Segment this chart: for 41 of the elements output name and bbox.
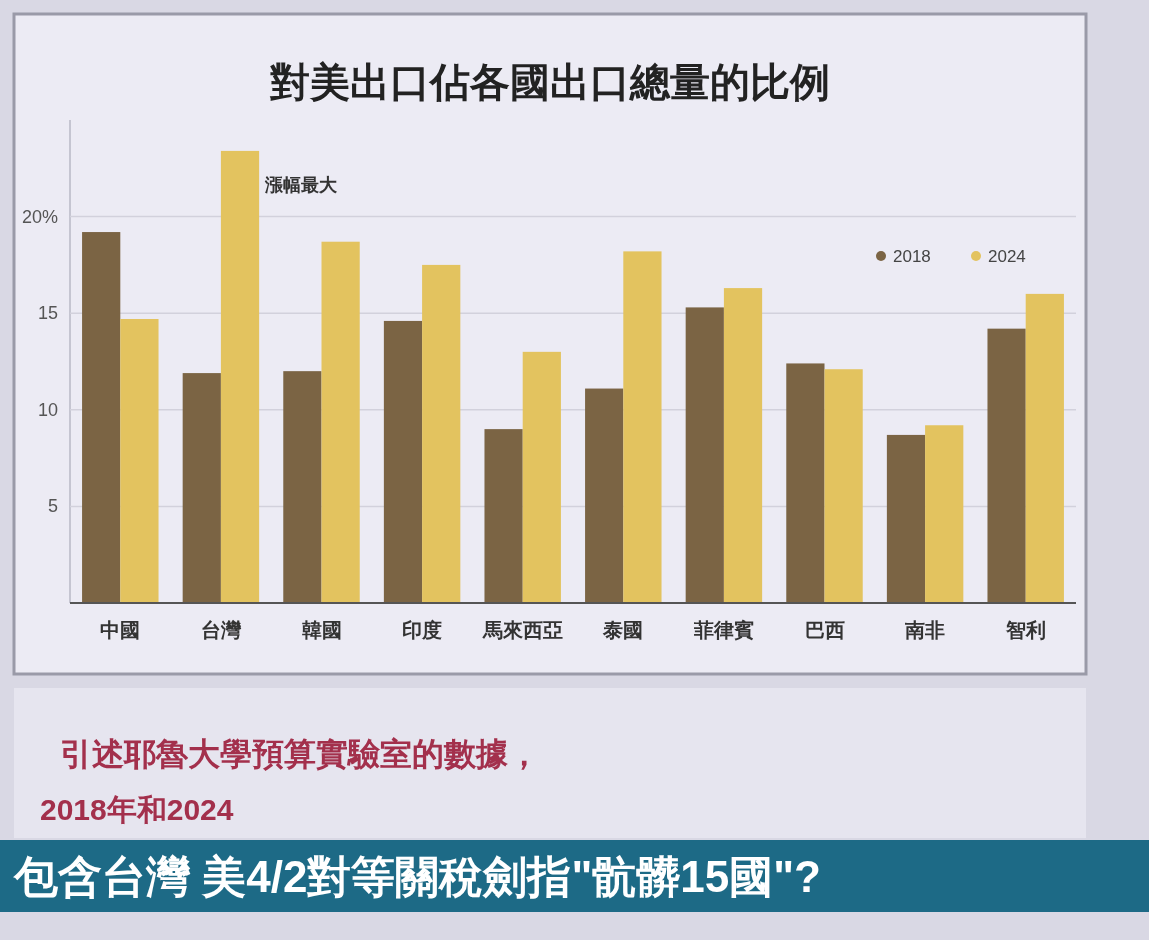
x-tick-label: 南非 bbox=[904, 619, 946, 641]
bar bbox=[220, 150, 260, 603]
bar bbox=[182, 373, 221, 603]
bar bbox=[886, 434, 926, 603]
y-tick-label: 10 bbox=[37, 399, 58, 420]
x-tick-label: 馬來西亞 bbox=[481, 619, 563, 641]
bar bbox=[283, 371, 322, 603]
bar bbox=[82, 232, 121, 603]
legend-label: 2018 bbox=[893, 247, 931, 266]
x-tick-label: 菲律賓 bbox=[692, 619, 754, 641]
x-tick-label: 泰國 bbox=[602, 619, 644, 641]
bar bbox=[383, 320, 423, 603]
bar bbox=[824, 369, 863, 603]
bar bbox=[1025, 293, 1064, 603]
x-tick-label: 台灣 bbox=[200, 619, 242, 641]
bar bbox=[321, 241, 360, 603]
legend-label: 2024 bbox=[988, 247, 1026, 266]
bar bbox=[925, 425, 964, 603]
x-tick-label: 智利 bbox=[1004, 619, 1046, 641]
bar bbox=[484, 429, 523, 603]
y-tick-label: 20% bbox=[21, 206, 58, 227]
bar bbox=[723, 288, 763, 603]
bar bbox=[623, 251, 662, 603]
bar bbox=[585, 388, 624, 603]
y-tick-label: 15 bbox=[37, 303, 58, 324]
bar bbox=[987, 328, 1026, 603]
x-tick-label: 巴西 bbox=[804, 619, 845, 641]
bar bbox=[522, 351, 561, 603]
x-tick-label: 韓國 bbox=[301, 619, 342, 641]
bar bbox=[120, 319, 159, 603]
annotation: 漲幅最大 bbox=[264, 174, 339, 195]
y-tick-label: 5 bbox=[47, 496, 58, 517]
bar bbox=[685, 307, 724, 603]
text: 包含台灣 美4/2對等關稅劍指"骯髒15國"? bbox=[13, 852, 821, 901]
chart-title: 對美出口佔各國出口總量的比例 bbox=[269, 60, 830, 104]
x-tick-label: 印度 bbox=[402, 619, 443, 641]
x-tick-label: 中國 bbox=[100, 619, 141, 641]
text: 2018年和2024 bbox=[40, 793, 234, 826]
text: 引述耶魯大學預算實驗室的數據， bbox=[60, 736, 540, 772]
bar bbox=[786, 363, 825, 603]
bar bbox=[422, 264, 461, 603]
